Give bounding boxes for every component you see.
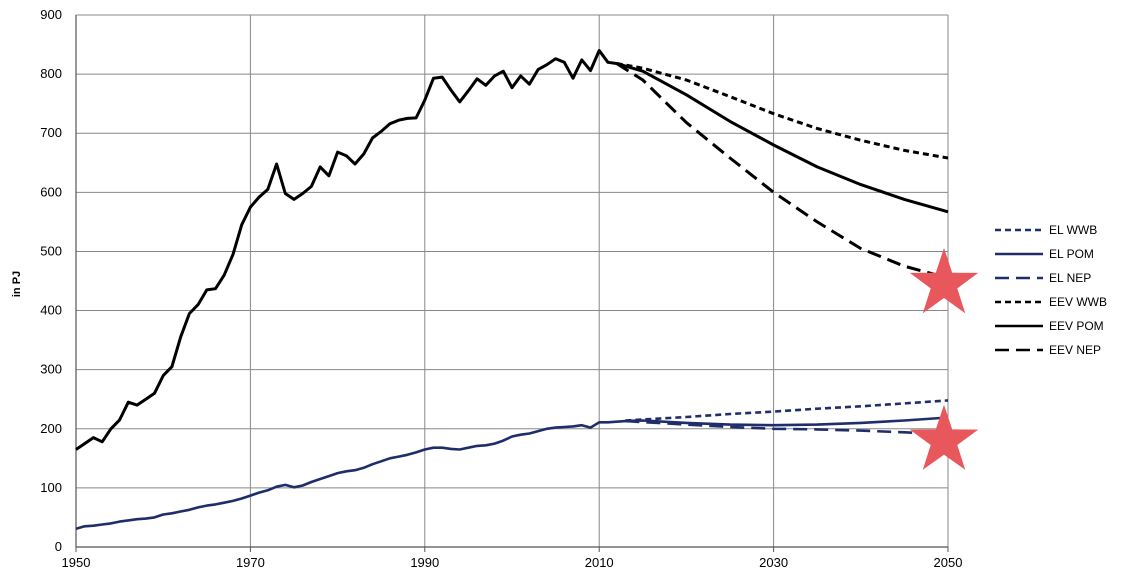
- x-tick-label: 1970: [236, 555, 265, 569]
- star-marker-icon: [909, 248, 979, 314]
- x-tick-label: 1990: [410, 555, 439, 569]
- series-line-eev-pom: [75, 49, 949, 451]
- axes: in PJ 0 100 200 300 400 500 600 700 800 900 1950 19…: [11, 7, 962, 569]
- y-tick-label: 600: [40, 184, 62, 199]
- series-lines: [75, 49, 949, 530]
- y-tick-label: 700: [40, 125, 62, 140]
- y-tick-label: 300: [40, 362, 62, 377]
- legend-label-eev-wwb: EEV WWB: [1049, 295, 1107, 309]
- series-line-eev-nep: [615, 62, 949, 280]
- y-tick-label: 100: [40, 480, 62, 495]
- x-tick-label: 1950: [62, 555, 91, 569]
- legend-label-el-nep: EL NEP: [1049, 271, 1091, 285]
- legend-label-el-pom: EL POM: [1049, 247, 1094, 261]
- series-line-eev-wwb: [616, 62, 949, 160]
- y-axis-label: in PJ: [11, 271, 23, 297]
- y-tick-label: 200: [40, 421, 62, 436]
- y-tick-label: 0: [55, 539, 62, 554]
- grid: [75, 14, 949, 548]
- star-marker-icon: [909, 404, 979, 470]
- x-tick-label: 2030: [759, 555, 788, 569]
- series-line-el-nep: [625, 419, 949, 436]
- legend-label-eev-pom: EEV POM: [1049, 319, 1104, 333]
- x-tick-label: 2010: [585, 555, 614, 569]
- annotations: [909, 248, 979, 470]
- x-tick-label: 2050: [934, 555, 963, 569]
- legend: EL WWB EL POM EL NEP EEV WWB EEV POM EEV NEP: [995, 223, 1107, 357]
- legend-label-eev-nep: EEV NEP: [1049, 343, 1101, 357]
- legend-label-el-wwb: EL WWB: [1049, 223, 1097, 237]
- y-tick-label: 800: [40, 66, 62, 81]
- series-line-el-wwb: [625, 399, 949, 422]
- y-tick-label: 500: [40, 243, 62, 258]
- series-line-el-pom: [75, 416, 949, 530]
- y-tick-label: 400: [40, 303, 62, 318]
- y-tick-label: 900: [40, 7, 62, 22]
